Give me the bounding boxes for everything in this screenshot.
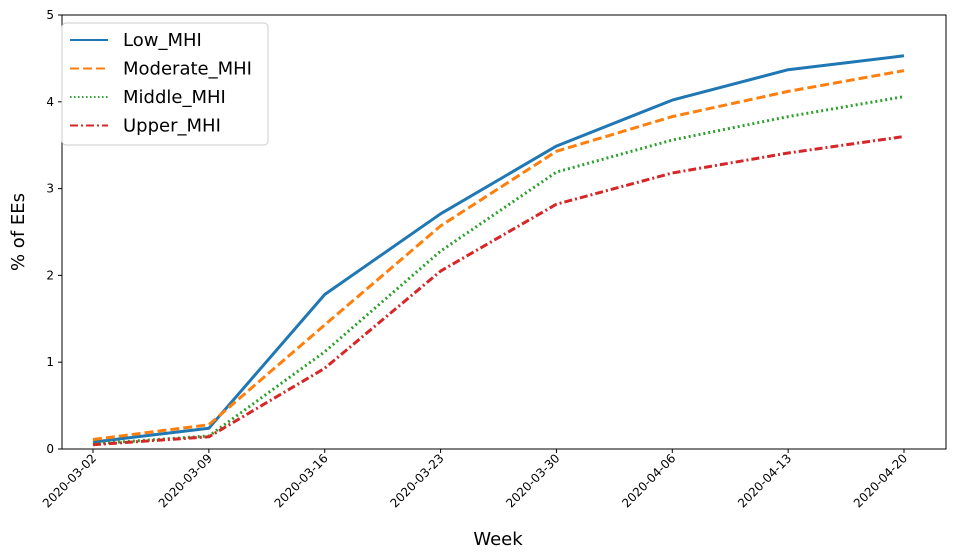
series-line-middle-mhi [92, 95, 905, 446]
x-tick-label: 2020-04-13 [735, 451, 794, 510]
series-line-upper-mhi [92, 135, 905, 447]
x-tick-label: 2020-03-23 [387, 451, 446, 510]
x-tick-label: 2020-03-02 [40, 451, 99, 510]
x-tick-label: 2020-04-20 [851, 451, 910, 510]
legend-label: Moderate_MHI [123, 59, 252, 80]
y-tick-label: 4 [46, 95, 54, 109]
legend-label: Low_MHI [123, 30, 202, 51]
x-axis: 2020-03-02 2020-03-09 2020-03-16 2020-03-23… [40, 449, 910, 510]
y-axis-title: % of EEs [8, 193, 29, 271]
x-tick-label: 2020-04-06 [619, 451, 678, 510]
y-tick-label: 5 [46, 8, 54, 22]
y-tick-label: 1 [46, 355, 54, 369]
y-tick-label: 0 [46, 442, 54, 456]
x-tick-label: 2020-03-09 [156, 451, 215, 510]
series-line-low-mhi [92, 54, 905, 444]
y-tick-label: 2 [46, 268, 54, 282]
x-tick-label: 2020-03-30 [503, 451, 562, 510]
legend-label: Middle_MHI [123, 87, 226, 108]
legend: Low_MHI Moderate_MHI Middle_MHI Upper_MHI [61, 22, 269, 146]
x-tick-label: 2020-03-16 [272, 451, 331, 510]
legend-label: Upper_MHI [123, 116, 221, 137]
y-tick-label: 3 [46, 182, 54, 196]
legend-box [61, 22, 269, 146]
series-lines [92, 54, 905, 447]
y-axis: 0 1 2 3 4 5 [46, 8, 62, 456]
x-axis-title: Week [473, 529, 523, 550]
